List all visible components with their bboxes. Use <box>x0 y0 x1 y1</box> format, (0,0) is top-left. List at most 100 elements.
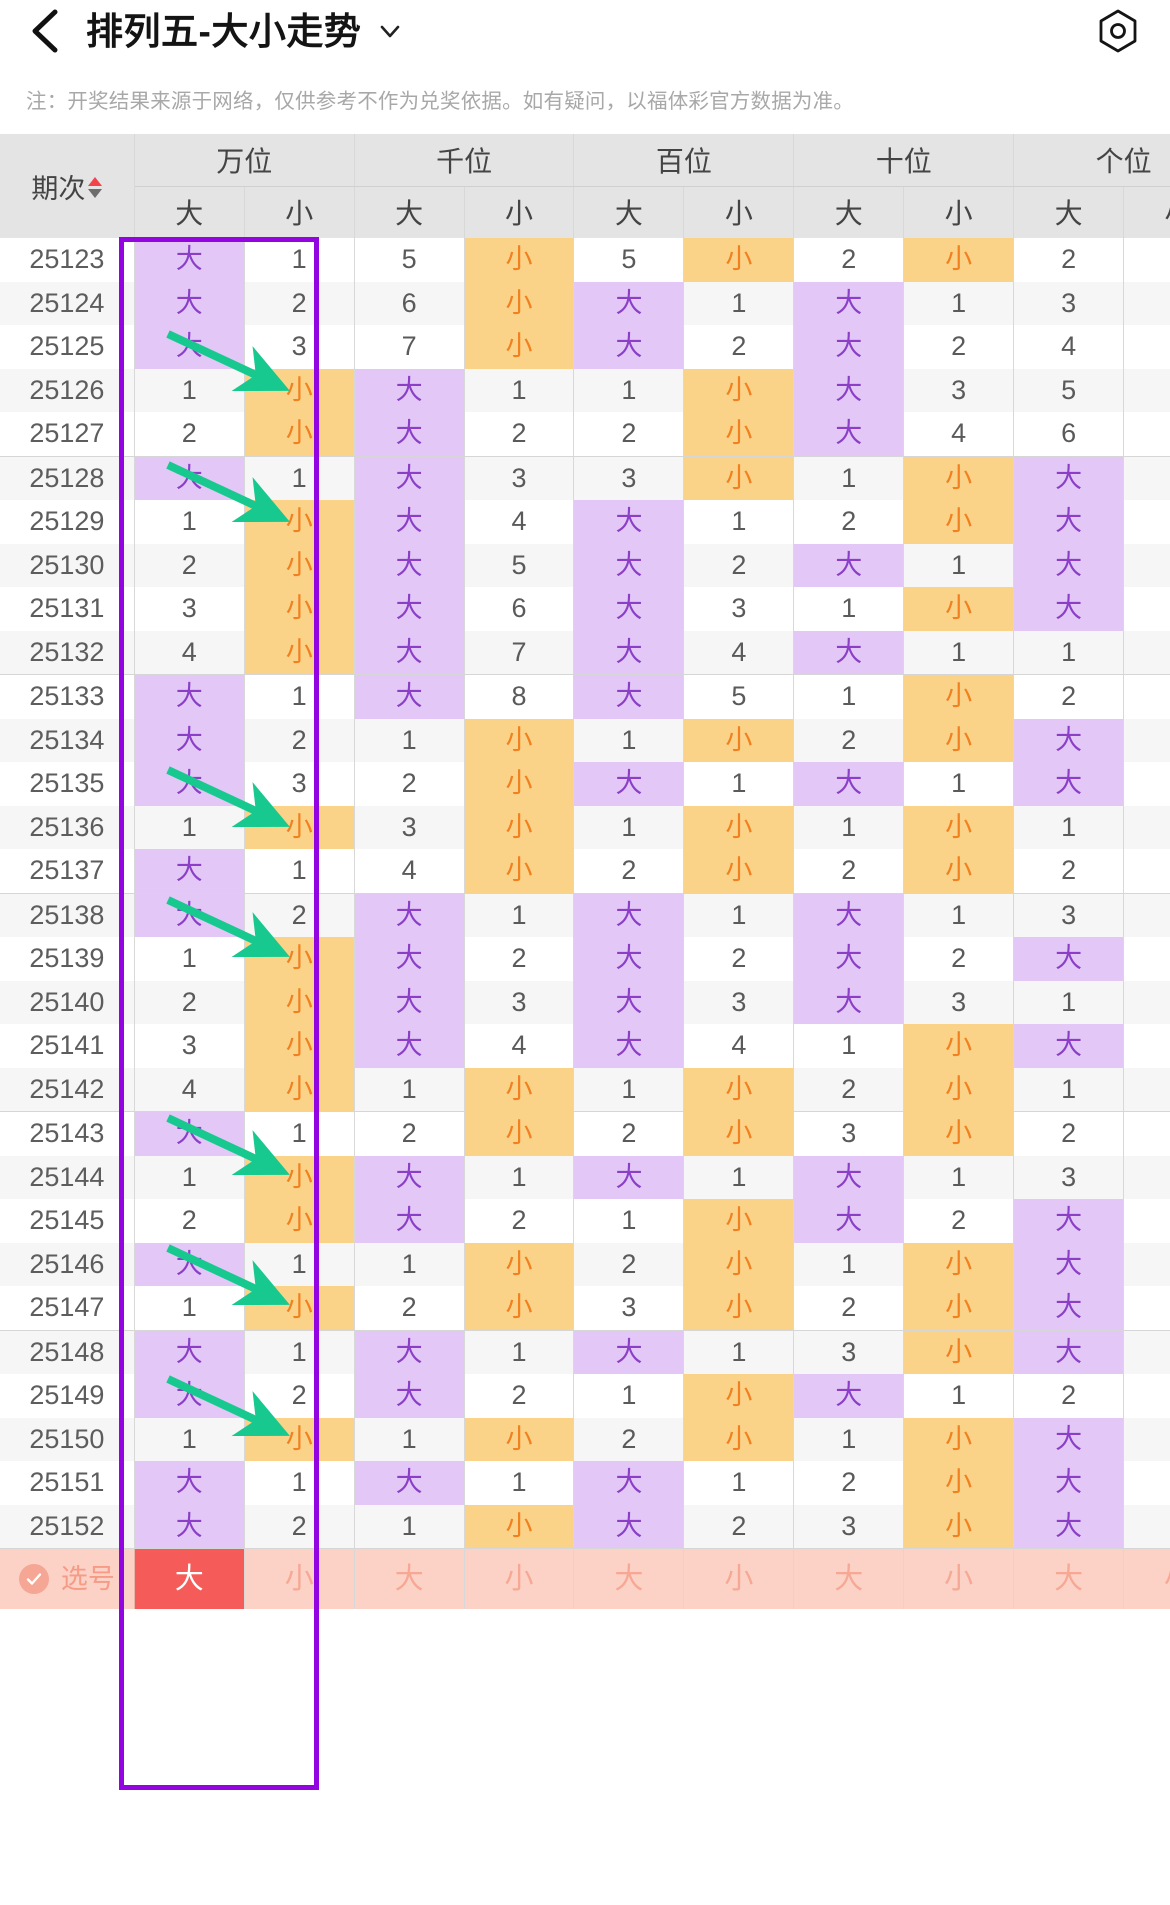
streak-cell: 2 <box>1013 238 1125 282</box>
pick-cell[interactable]: 小 <box>683 1548 795 1609</box>
subheader-gewei-small[interactable]: 小 <box>1123 186 1170 238</box>
sub-header-row: 大 小 大 小 大 小 大 小 大 小 <box>0 186 1170 238</box>
table-row[interactable]: 25132 4 小大 7 大 4 大 1 1 <box>0 630 1170 675</box>
table-row[interactable]: 25151 大 1 大 1 大 1 2 小大 <box>0 1461 1170 1505</box>
subheader-shiwei-small[interactable]: 小 <box>903 186 1015 238</box>
table-row[interactable]: 25150 1 小 1 小 2 小 1 小大 <box>0 1417 1170 1461</box>
big-cell: 大 <box>1013 1024 1125 1068</box>
sort-ascending-icon[interactable] <box>88 176 103 186</box>
empty-cell <box>1123 805 1170 849</box>
small-cell: 小 <box>244 1067 355 1112</box>
subheader-qianwei-big[interactable]: 大 <box>354 186 465 238</box>
table-row[interactable]: 25139 1 小大 2 大 2 大 2 大 <box>0 937 1170 981</box>
sort-arrows[interactable] <box>88 176 103 198</box>
table-row[interactable]: 25136 1 小 3 小 1 小 1 小 1 <box>0 805 1170 849</box>
empty-cell <box>1123 980 1170 1024</box>
big-cell: 大 <box>134 762 245 806</box>
table-row[interactable]: 25125 大 3 7 小大 2 大 2 4 <box>0 325 1170 369</box>
table-row[interactable]: 25133 大 1 大 8 大 5 1 小 2 <box>0 674 1170 719</box>
table-row[interactable]: 25127 2 小大 2 2 小大 4 6 <box>0 412 1170 457</box>
streak-cell: 6 <box>464 587 575 631</box>
pick-cell[interactable]: 大 <box>793 1548 905 1609</box>
streak-cell: 2 <box>1013 674 1125 719</box>
subheader-shiwei-big[interactable]: 大 <box>793 186 905 238</box>
streak-cell: 4 <box>903 412 1015 457</box>
small-cell: 小 <box>683 849 795 894</box>
table-row[interactable]: 25128 大 1 大 3 3 小 1 小大 <box>0 456 1170 500</box>
table-body: 25123 大 1 5 小 5 小 2 小 2 25124 大 2 6 小大 1 大 1 3 25125 大 3 7 小大 2 大… <box>0 238 1170 1549</box>
subheader-qianwei-small[interactable]: 小 <box>464 186 575 238</box>
big-cell: 大 <box>1013 762 1125 806</box>
small-cell: 小 <box>464 1286 575 1331</box>
table-row[interactable]: 25146 大 1 1 小 2 小 1 小大 <box>0 1242 1170 1286</box>
big-cell: 大 <box>1013 543 1125 587</box>
back-icon[interactable] <box>22 8 68 54</box>
empty-cell <box>1123 412 1170 457</box>
streak-cell: 3 <box>464 980 575 1024</box>
empty-cell <box>1123 849 1170 894</box>
pick-cell[interactable]: 小 <box>244 1548 355 1609</box>
table-row[interactable]: 25152 大 2 1 小大 2 3 小大 <box>0 1504 1170 1549</box>
pick-label-cell[interactable]: 选号 <box>0 1548 135 1609</box>
title-group[interactable]: 排列五-大小走势 <box>86 13 403 50</box>
pick-cell[interactable]: 小 <box>903 1548 1015 1609</box>
small-cell: 小 <box>683 368 795 412</box>
subheader-gewei-big[interactable]: 大 <box>1013 186 1125 238</box>
pick-cell[interactable]: 大 <box>573 1548 685 1609</box>
table-row[interactable]: 25145 2 小大 2 1 小大 2 大 <box>0 1199 1170 1243</box>
issue-cell: 25143 <box>0 1111 135 1156</box>
group-header-row: 期次 万位 千位 百位 十位 个位 <box>0 134 1170 238</box>
small-cell: 小 <box>903 1330 1015 1374</box>
pick-cell[interactable]: 大 <box>134 1548 245 1609</box>
trend-table-container[interactable]: 期次 万位 千位 百位 十位 个位 大 小 大 小 大 <box>0 134 1170 1905</box>
small-cell: 小 <box>903 1111 1015 1156</box>
streak-cell: 1 <box>1013 980 1125 1024</box>
table-row[interactable]: 25148 大 1 大 1 大 1 3 小大 <box>0 1330 1170 1374</box>
empty-cell <box>1123 325 1170 369</box>
subheader-baiwei-big[interactable]: 大 <box>573 186 685 238</box>
table-row[interactable]: 25144 1 小大 1 大 1 大 1 3 <box>0 1155 1170 1199</box>
table-row[interactable]: 25130 2 小大 5 大 2 大 1 大 <box>0 543 1170 587</box>
table-row[interactable]: 25138 大 2 大 1 大 1 大 1 3 <box>0 893 1170 937</box>
check-circle-icon[interactable] <box>18 1564 49 1594</box>
hexagon-target-icon[interactable] <box>1096 8 1140 54</box>
streak-cell: 1 <box>903 281 1015 325</box>
big-cell: 大 <box>354 674 465 719</box>
table-row[interactable]: 25149 大 2 大 2 1 小大 1 2 <box>0 1374 1170 1418</box>
pick-cell[interactable]: 小 <box>464 1548 575 1609</box>
big-cell: 大 <box>573 980 685 1024</box>
table-row[interactable]: 25123 大 1 5 小 5 小 2 小 2 <box>0 238 1170 282</box>
big-cell: 大 <box>134 893 245 937</box>
subheader-baiwei-small[interactable]: 小 <box>683 186 795 238</box>
big-cell: 大 <box>573 1155 685 1199</box>
table-row[interactable]: 25135 大 3 2 小大 1 大 1 大 <box>0 762 1170 806</box>
table-row[interactable]: 25147 1 小 2 小 3 小 2 小大 <box>0 1286 1170 1331</box>
issue-column-header[interactable]: 期次 <box>0 134 135 238</box>
table-row[interactable]: 25140 2 小大 3 大 3 大 3 1 <box>0 980 1170 1024</box>
chevron-down-icon[interactable] <box>377 18 403 44</box>
big-cell: 大 <box>134 674 245 719</box>
pick-cell[interactable]: 大 <box>1013 1548 1125 1609</box>
table-row[interactable]: 25134 大 2 1 小 1 小 2 小大 <box>0 718 1170 762</box>
sort-descending-icon[interactable] <box>88 188 103 198</box>
streak-cell: 1 <box>244 1111 355 1156</box>
table-row[interactable]: 25131 3 小大 6 大 3 1 小大 <box>0 587 1170 631</box>
table-row[interactable]: 25126 1 小大 1 1 小大 3 5 <box>0 368 1170 412</box>
table-row[interactable]: 25124 大 2 6 小大 1 大 1 3 <box>0 281 1170 325</box>
table-row[interactable]: 25143 大 1 2 小 2 小 3 小 2 <box>0 1111 1170 1156</box>
small-cell: 小 <box>683 718 795 762</box>
small-cell: 小 <box>464 762 575 806</box>
table-row[interactable]: 25129 1 小大 4 大 1 2 小大 <box>0 500 1170 544</box>
streak-cell: 1 <box>683 1155 795 1199</box>
subheader-wanwei-small[interactable]: 小 <box>244 186 355 238</box>
pick-cell[interactable]: 小 <box>1123 1548 1170 1609</box>
table-row[interactable]: 25141 3 小大 4 大 4 1 小大 <box>0 1024 1170 1068</box>
pick-cell[interactable]: 大 <box>354 1548 465 1609</box>
table-row[interactable]: 25142 4 小 1 小 1 小 2 小 1 <box>0 1067 1170 1112</box>
small-cell: 小 <box>903 456 1015 500</box>
table-row[interactable]: 25137 大 1 4 小 2 小 2 小 2 <box>0 849 1170 894</box>
streak-cell: 2 <box>244 1504 355 1549</box>
streak-cell: 1 <box>354 1242 465 1286</box>
small-cell: 小 <box>903 1504 1015 1549</box>
subheader-wanwei-big[interactable]: 大 <box>134 186 245 238</box>
